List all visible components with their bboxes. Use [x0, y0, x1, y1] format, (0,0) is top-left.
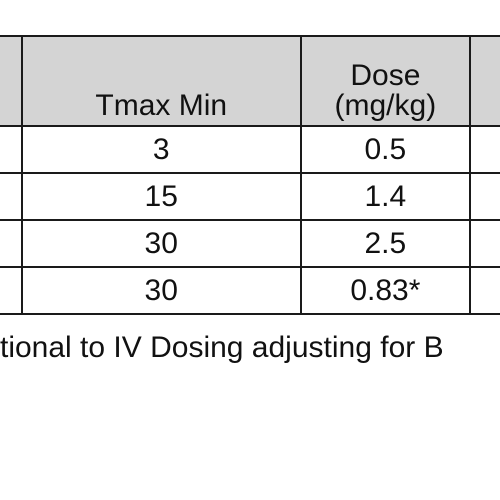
cell-cropped-right	[469, 266, 500, 315]
table-header-row: Tmax Min Dose (mg/kg)	[0, 35, 500, 127]
header-cell-cropped-right	[469, 35, 500, 127]
tmax-cell: 3	[20, 125, 302, 174]
cell-cropped-left	[0, 266, 23, 315]
dose-header-line1: Dose	[350, 59, 421, 92]
table-row: 3 0.5	[0, 125, 500, 174]
dose-cell: 1.4	[299, 172, 472, 221]
dose-table: Tmax Min Dose (mg/kg) 3 0.5	[0, 35, 500, 315]
dose-cell: 2.5	[299, 219, 472, 268]
tmax-cell: 15	[20, 172, 302, 221]
table-footnote: tional to IV Dosing adjusting for B	[0, 331, 444, 364]
cell-cropped-left	[0, 125, 23, 174]
dose-header: Dose (mg/kg)	[302, 61, 470, 125]
cell-cropped-right	[469, 125, 500, 174]
cell-cropped-left	[0, 219, 23, 268]
header-cell-cropped-left	[0, 35, 23, 127]
table-row: 30 0.83*	[0, 266, 500, 315]
dose-cell: 0.83*	[299, 266, 472, 315]
cell-cropped-right	[469, 219, 500, 268]
cell-cropped-right	[469, 172, 500, 221]
tmax-header: Tmax Min	[95, 89, 228, 122]
dose-cell: 0.5	[299, 125, 472, 174]
tmax-cell: 30	[20, 266, 302, 315]
table-row: 30 2.5	[0, 219, 500, 268]
dose-header-line2: (mg/kg)	[334, 89, 437, 122]
header-cell-tmax: Tmax Min	[20, 35, 302, 127]
header-cell-dose: Dose (mg/kg)	[299, 35, 472, 127]
tmax-cell: 30	[20, 219, 302, 268]
cell-cropped-left	[0, 172, 23, 221]
table-row: 15 1.4	[0, 172, 500, 221]
dose-table-container: Tmax Min Dose (mg/kg) 3 0.5	[0, 35, 500, 315]
